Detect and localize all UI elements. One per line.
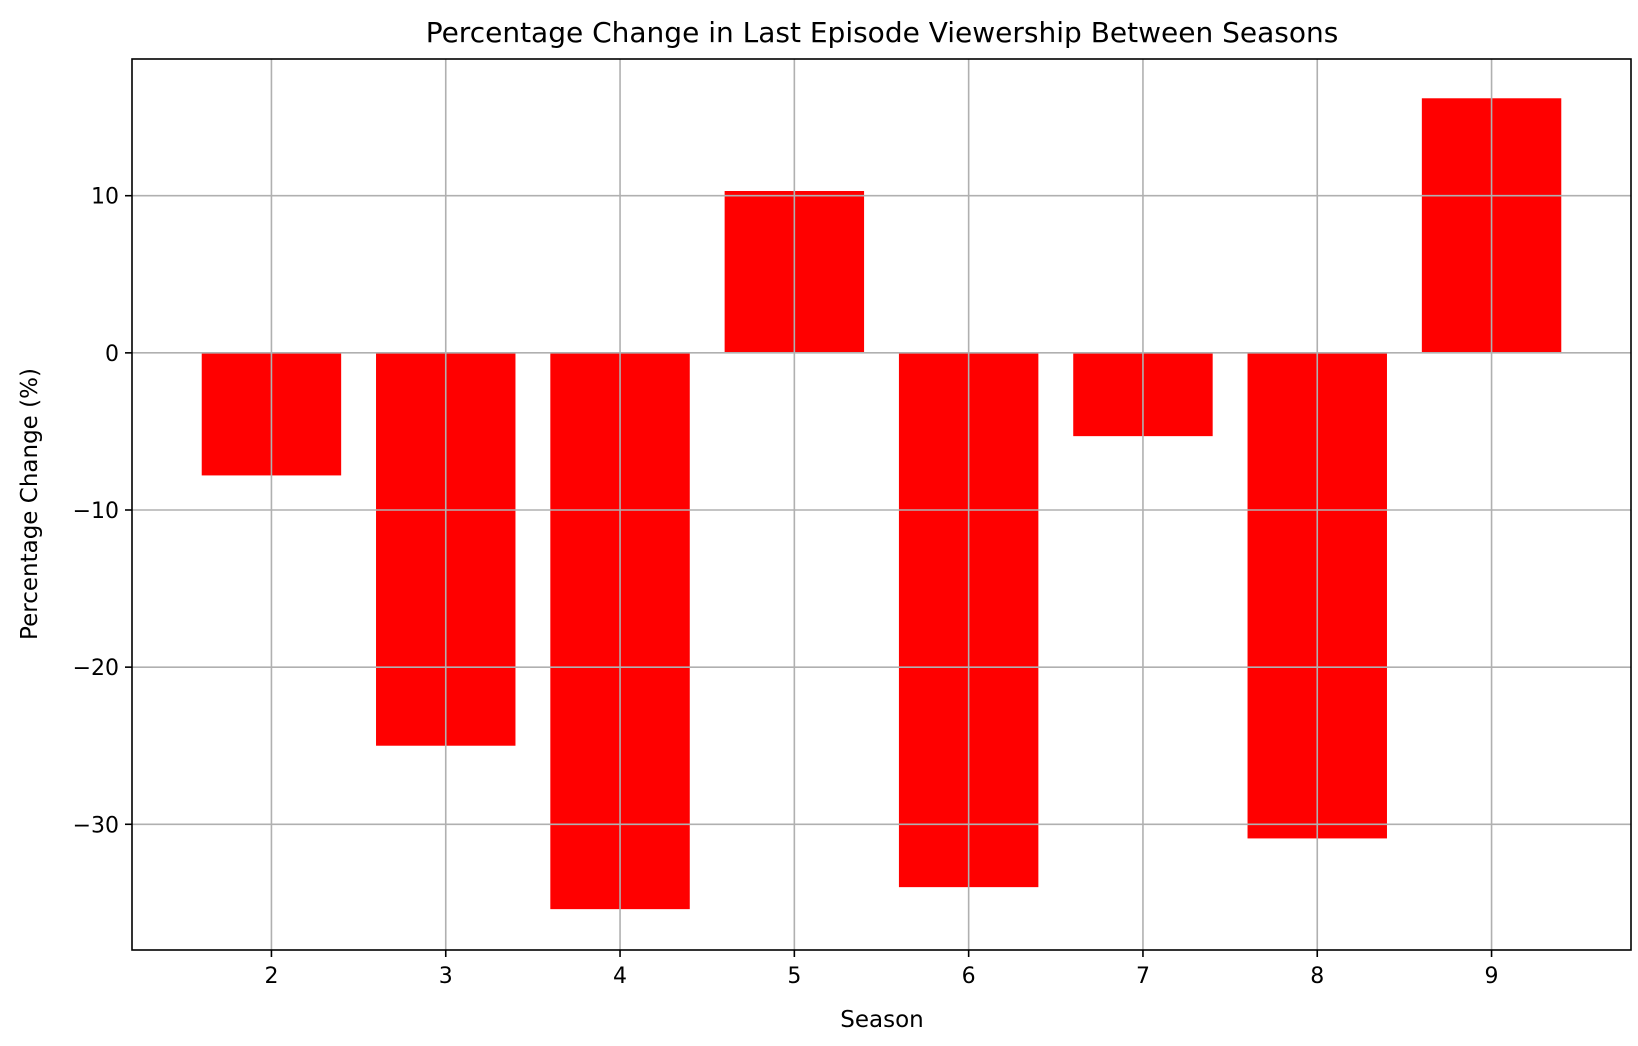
bars: [201, 98, 1562, 910]
x-tick-label: 2: [264, 964, 278, 989]
x-tick-label: 5: [787, 964, 801, 989]
y-tick-label: −20: [73, 656, 119, 681]
x-axis-label: Season: [840, 1007, 923, 1033]
y-tick-label: −30: [73, 813, 119, 838]
x-tick-label: 9: [1485, 964, 1499, 989]
x-axis-ticks: 2 3 4 5 6 7 8 9: [264, 950, 1499, 989]
y-axis-ticks: 10 0 −10 −20 −30: [73, 185, 132, 838]
y-axis-label: Percentage Change (%): [17, 368, 43, 640]
plot-frame: [131, 58, 1632, 951]
x-tick-label: 3: [439, 964, 453, 989]
y-tick-label: −10: [73, 499, 119, 524]
y-tick-label: 10: [91, 185, 119, 210]
x-tick-label: 7: [1136, 964, 1150, 989]
x-tick-label: 6: [962, 964, 976, 989]
y-tick-label: 0: [105, 342, 119, 367]
x-tick-label: 4: [613, 964, 627, 989]
chart-title: Percentage Change in Last Episode Viewer…: [426, 16, 1339, 49]
grid-lines: [132, 59, 1631, 950]
x-tick-label: 8: [1310, 964, 1324, 989]
